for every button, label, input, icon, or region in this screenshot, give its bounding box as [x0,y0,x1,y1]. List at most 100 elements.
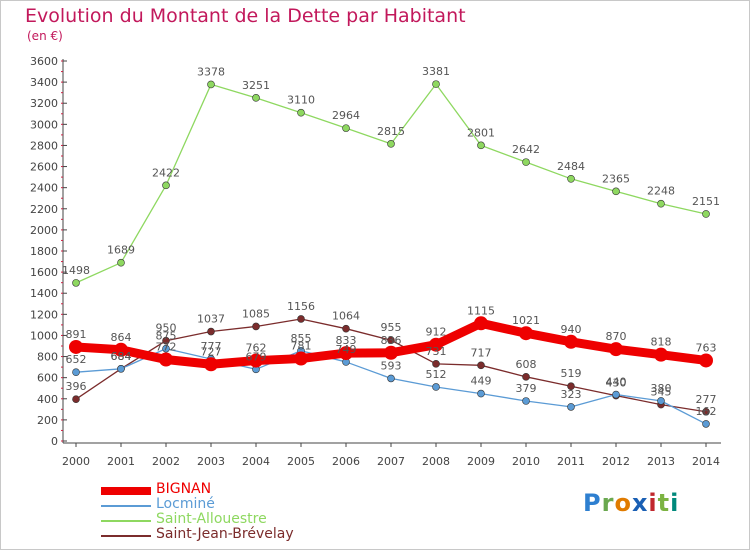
y-tick-label: 400 [37,393,58,406]
data-label: 1037 [197,313,225,326]
data-label: 512 [426,368,447,381]
legend-swatch [101,520,151,522]
data-point [432,383,440,391]
data-label: 162 [696,405,717,418]
data-label: 277 [696,393,717,406]
data-point [432,360,440,368]
proxiti-logo: Proxiti [583,489,679,517]
data-label: 2801 [467,126,495,139]
data-label: 833 [336,334,357,347]
data-label: 1021 [512,314,540,327]
y-tick-label: 1200 [30,308,58,321]
y-tick-label: 200 [37,414,58,427]
data-label: 2248 [647,185,675,198]
data-point [477,389,485,398]
data-label: 3110 [287,94,315,107]
data-point [702,420,710,428]
data-label: 1085 [242,307,270,320]
data-label: 2964 [332,109,360,122]
data-point [387,374,395,383]
data-point [72,395,80,404]
data-point [567,382,575,391]
data-point [612,187,620,196]
data-label: 449 [471,375,492,388]
data-label: 763 [696,341,717,354]
y-tick-label: 2400 [30,182,58,195]
data-point [252,322,260,331]
x-tick-label: 2007 [377,455,405,468]
data-label: 777 [201,340,222,353]
data-point [657,199,665,208]
data-label: 652 [66,353,87,366]
data-point [567,403,575,411]
data-point [294,351,308,366]
logo-letter: P [583,489,602,517]
x-tick-label: 2012 [602,455,630,468]
data-label: 1689 [107,244,135,257]
x-tick-label: 2013 [647,455,675,468]
data-label: 380 [651,382,672,395]
data-point [204,357,218,372]
data-point [339,346,353,361]
data-point [117,258,125,267]
data-label: 3381 [422,65,450,78]
data-point [162,336,170,345]
x-tick-label: 2001 [107,455,135,468]
data-point [252,94,260,102]
x-tick-label: 2000 [62,455,90,468]
data-point [522,373,530,381]
data-label: 1156 [287,300,315,313]
data-point [699,353,713,368]
data-point [612,390,620,399]
x-tick-label: 2010 [512,455,540,468]
data-label: 2422 [152,166,180,179]
data-label: 772 [156,341,177,354]
data-label: 762 [246,342,267,355]
data-label: 593 [381,359,402,372]
y-tick-label: 1400 [30,287,58,300]
y-tick-label: 3400 [30,76,58,89]
data-point [162,344,170,353]
data-label: 323 [561,388,582,401]
y-tick-label: 2000 [30,224,58,237]
data-label: 430 [606,377,627,390]
data-label: 2365 [602,172,630,185]
data-point [387,140,395,148]
data-point [564,334,578,349]
data-point [567,175,575,183]
data-point [117,364,125,373]
data-label: 679 [246,350,267,363]
legend-label: BIGNAN [156,481,212,497]
data-point [387,336,395,344]
data-label: 855 [291,332,312,345]
data-point [477,361,485,370]
logo-letter: t [657,489,671,517]
data-point [384,345,398,360]
legend-swatch [101,487,151,495]
data-label: 345 [651,386,672,399]
y-tick-label: 800 [37,351,58,364]
data-point [657,397,665,405]
logo-letter: i [670,489,680,517]
data-label: 3251 [242,79,270,92]
logo-letter: o [614,489,632,517]
x-tick-label: 2009 [467,455,495,468]
y-tick-label: 600 [37,372,58,385]
data-label: 2815 [377,125,405,138]
x-tick-label: 2005 [287,455,315,468]
data-label: 608 [516,358,537,371]
data-label: 818 [651,336,672,349]
data-point [477,141,485,150]
data-label: 684 [111,350,132,363]
y-tick-label: 2600 [30,161,58,174]
data-label: 940 [561,323,582,336]
chart-subtitle: (en €) [27,29,63,43]
data-point [342,124,350,132]
legend-label: Locminé [156,496,215,512]
x-tick-label: 2002 [152,455,180,468]
data-label: 875 [156,330,177,343]
logo-letter: x [631,489,649,517]
data-point [297,315,305,323]
